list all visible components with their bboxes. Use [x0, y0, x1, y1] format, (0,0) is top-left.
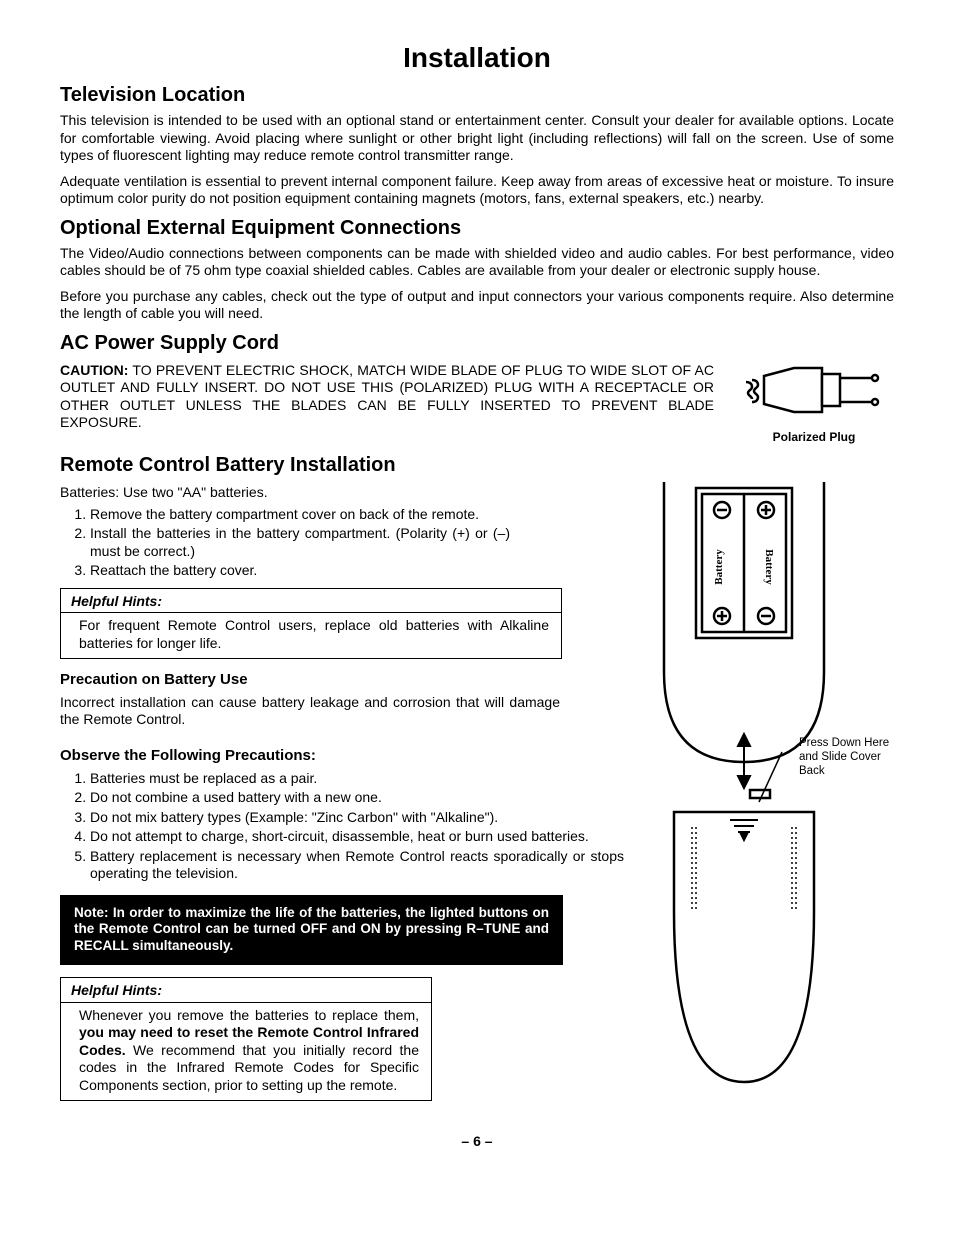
- list-item: Batteries must be replaced as a pair.: [90, 770, 624, 788]
- list-item: Do not combine a used battery with a new…: [90, 789, 624, 807]
- plug-caption: Polarized Plug: [734, 430, 894, 445]
- install-steps: Remove the battery compartment cover on …: [60, 506, 510, 580]
- hint-title: Helpful Hints:: [61, 589, 561, 614]
- paragraph: Before you purchase any cables, check ou…: [60, 288, 894, 323]
- list-item: Do not attempt to charge, short-circuit,…: [90, 828, 624, 846]
- hint-box-1: Helpful Hints: For frequent Remote Contr…: [60, 588, 562, 660]
- hint-body: Whenever you remove the batteries to rep…: [61, 1003, 431, 1101]
- battery-intro: Batteries: Use two "AA" batteries.: [60, 484, 624, 502]
- hint-title: Helpful Hints:: [61, 978, 431, 1003]
- heading-precaution: Precaution on Battery Use: [60, 671, 624, 690]
- caution-body: TO PREVENT ELECTRIC SHOCK, MATCH WIDE BL…: [60, 362, 714, 431]
- hint2-post: We recommend that you initially record t…: [79, 1042, 419, 1093]
- remote-battery-diagram: Battery Battery: [644, 482, 894, 1102]
- paragraph: Adequate ventilation is essential to pre…: [60, 173, 894, 208]
- heading-ac-power: AC Power Supply Cord: [60, 331, 894, 356]
- list-item: Reattach the battery cover.: [90, 562, 510, 580]
- heading-ext-equip: Optional External Equipment Connections: [60, 216, 894, 241]
- heading-remote-battery: Remote Control Battery Installation: [60, 453, 894, 478]
- precaution-text: Incorrect installation can cause battery…: [60, 694, 560, 729]
- polarized-plug-icon: [744, 360, 884, 420]
- svg-text:Battery: Battery: [713, 549, 725, 585]
- list-item: Install the batteries in the battery com…: [90, 525, 510, 560]
- svg-text:Battery: Battery: [763, 549, 775, 585]
- paragraph: This television is intended to be used w…: [60, 112, 894, 165]
- heading-tv-location: Television Location: [60, 83, 894, 108]
- caution-text: CAUTION: TO PREVENT ELECTRIC SHOCK, MATC…: [60, 362, 714, 432]
- list-item: Battery replacement is necessary when Re…: [90, 848, 624, 883]
- caution-label: CAUTION:: [60, 362, 128, 378]
- hint2-pre: Whenever you remove the batteries to rep…: [79, 1007, 419, 1023]
- list-item: Do not mix battery types (Example: "Zinc…: [90, 809, 624, 827]
- hint-box-2: Helpful Hints: Whenever you remove the b…: [60, 977, 432, 1101]
- observe-list: Batteries must be replaced as a pair. Do…: [60, 770, 624, 883]
- note-box: Note: In order to maximize the life of t…: [60, 895, 563, 966]
- page-number: – 6 –: [60, 1133, 894, 1151]
- page-title: Installation: [60, 40, 894, 75]
- paragraph: The Video/Audio connections between comp…: [60, 245, 894, 280]
- list-item: Remove the battery compartment cover on …: [90, 506, 510, 524]
- heading-observe: Observe the Following Precautions:: [60, 747, 624, 766]
- remote-caption: Press Down Here and Slide Cover Back: [799, 737, 899, 778]
- hint-body: For frequent Remote Control users, repla…: [61, 613, 561, 658]
